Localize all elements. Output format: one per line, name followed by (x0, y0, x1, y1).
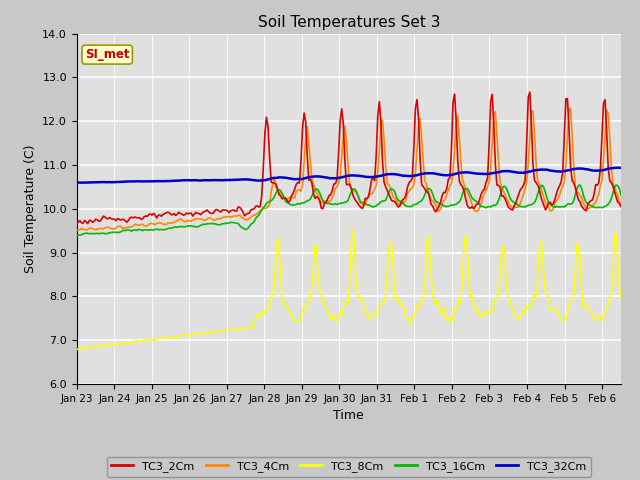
TC3_2Cm (269, 180, 276, 186)
Legend: TC3_2Cm, TC3_4Cm, TC3_8Cm, TC3_16Cm, TC3_32Cm: TC3_2Cm, TC3_4Cm, TC3_8Cm, TC3_16Cm, TC3… (107, 457, 591, 477)
TC3_16Cm (319, 198, 327, 204)
TC3_32Cm (606, 166, 614, 171)
TC3_32Cm (615, 165, 623, 170)
TC3_32Cm (79, 180, 87, 185)
Y-axis label: Soil Temperature (C): Soil Temperature (C) (24, 144, 36, 273)
Title: Soil Temperatures Set 3: Soil Temperatures Set 3 (257, 15, 440, 30)
TC3_2Cm (636, 132, 640, 137)
TC3_4Cm (606, 135, 614, 141)
TC3_32Cm (261, 177, 269, 183)
Line: TC3_8Cm: TC3_8Cm (77, 229, 639, 349)
TC3_16Cm (241, 227, 248, 232)
TC3_2Cm (73, 221, 81, 227)
TC3_8Cm (73, 346, 81, 352)
TC3_32Cm (143, 179, 151, 184)
TC3_8Cm (607, 292, 615, 298)
TC3_4Cm (259, 205, 267, 211)
TC3_8Cm (636, 312, 640, 317)
TC3_4Cm (142, 223, 150, 229)
TC3_32Cm (243, 177, 250, 182)
TC3_8Cm (271, 280, 278, 286)
TC3_32Cm (636, 167, 640, 173)
TC3_16Cm (636, 204, 640, 210)
Line: TC3_2Cm: TC3_2Cm (77, 92, 639, 224)
TC3_16Cm (259, 204, 267, 210)
TC3_2Cm (241, 213, 248, 218)
TC3_8Cm (321, 301, 328, 307)
TC3_4Cm (565, 106, 573, 111)
Line: TC3_4Cm: TC3_4Cm (77, 108, 639, 230)
X-axis label: Time: Time (333, 409, 364, 422)
Text: SI_met: SI_met (85, 48, 129, 61)
TC3_4Cm (269, 181, 276, 187)
TC3_8Cm (349, 227, 356, 232)
Line: TC3_32Cm: TC3_32Cm (77, 168, 639, 182)
TC3_16Cm (604, 202, 612, 207)
TC3_4Cm (241, 216, 248, 222)
TC3_16Cm (612, 182, 620, 188)
TC3_32Cm (271, 175, 278, 181)
TC3_8Cm (243, 325, 250, 331)
TC3_2Cm (142, 213, 150, 219)
TC3_32Cm (321, 174, 328, 180)
TC3_8Cm (261, 310, 269, 315)
TC3_16Cm (142, 227, 150, 233)
TC3_8Cm (76, 347, 84, 352)
TC3_2Cm (526, 89, 534, 95)
TC3_2Cm (319, 206, 327, 212)
TC3_2Cm (606, 178, 614, 184)
TC3_4Cm (636, 180, 640, 185)
TC3_16Cm (73, 233, 81, 239)
Line: TC3_16Cm: TC3_16Cm (77, 185, 639, 236)
TC3_4Cm (73, 228, 81, 233)
TC3_8Cm (143, 337, 151, 343)
TC3_16Cm (269, 196, 276, 202)
TC3_4Cm (319, 200, 327, 205)
TC3_32Cm (73, 180, 81, 185)
TC3_2Cm (259, 164, 267, 170)
